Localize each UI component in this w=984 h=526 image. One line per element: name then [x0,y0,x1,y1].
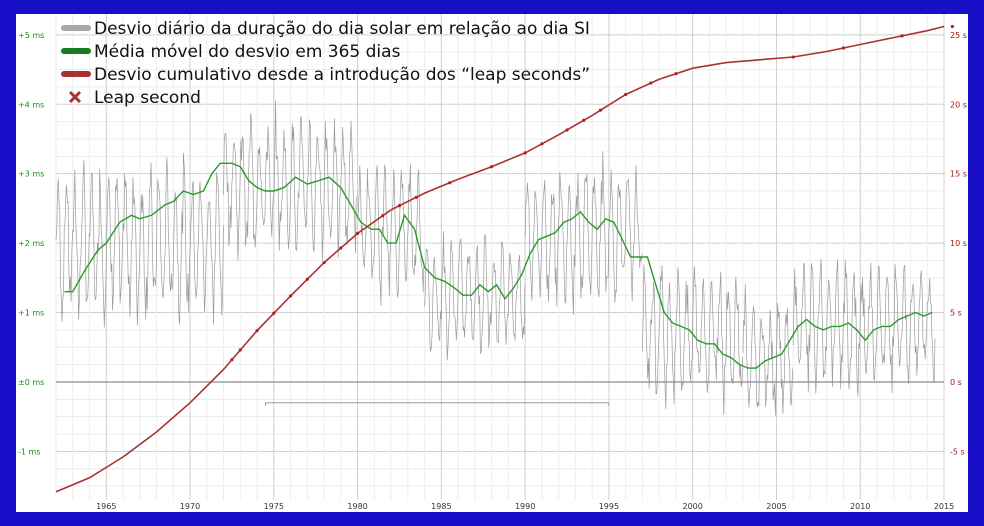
leap-second-marker [272,311,276,315]
leap-second-marker [582,118,586,122]
left-tick-label: +1 ms [18,309,44,318]
right-tick-label: 10 s [950,239,967,248]
leap-second-marker [490,165,494,169]
leap-second-marker [414,195,418,199]
leap-second-marker [381,214,385,218]
leap-second-marker [322,260,326,265]
leap-second-marker [397,204,402,208]
x-tick-label: 1965 [96,502,116,511]
leap-second-x-icon [68,90,82,104]
leap-second-marker [523,151,527,155]
daily-deviation-segment [642,264,744,415]
left-tick-label: +3 ms [18,170,44,179]
legend-label: Média móvel do desvio em 365 dias [94,42,401,62]
leap-second-marker [355,231,360,235]
cumulative-deviation-line [55,25,945,493]
x-tick-label: 1980 [347,502,367,511]
leap-second-markers [230,24,954,362]
chart-frame: +5 ms +4 ms +3 ms +2 ms +1 ms ±0 ms -1 ms 25 s… [6,6,978,520]
x-axis-ticks: 1965 1970 1975 1980 1985 1990 1995 2000 2005 2010… [96,502,954,511]
leap-second-marker [598,108,603,112]
legend: Desvio diário da duração do dia solar em… [61,19,590,108]
x-tick-label: 1995 [599,502,619,511]
right-tick-label: 0 s [950,378,962,387]
left-tick-label: +2 ms [18,239,44,248]
moving-average-line [64,162,933,369]
daily-deviation-segment [792,258,936,397]
leap-second-marker [230,358,234,362]
right-tick-label: -5 s [950,447,965,456]
leap-second-marker [339,246,343,250]
moving-average-series [64,162,933,369]
daily-deviation-segment [742,284,794,416]
x-tick-label: 2015 [934,502,954,511]
leap-second-marker [674,72,678,76]
left-tick-label: -1 ms [18,447,40,456]
x-tick-label: 2005 [766,502,786,511]
x-tick-label: 1970 [180,502,200,511]
leap-second-marker [448,181,452,185]
chart-area: +5 ms +4 ms +3 ms +2 ms +1 ms ±0 ms -1 ms 25 s… [16,14,968,512]
x-tick-label: 1990 [515,502,535,511]
daily-deviation-segment [524,151,643,315]
x-tick-label: 1985 [431,502,451,511]
daily-deviation-series [55,100,936,416]
x-tick-label: 2000 [682,502,702,511]
x-tick-label: 1975 [264,502,284,511]
daily-deviation-segment [223,100,358,261]
leap-second-marker [288,294,293,298]
daily-deviation-segment [424,231,526,361]
left-tick-label: +5 ms [18,31,44,40]
bracket [264,402,610,406]
bracket-line [264,402,610,406]
right-tick-label: 25 s [950,31,967,40]
leap-second-marker [841,46,846,50]
x-tick-label: 2010 [850,502,870,511]
grid [55,14,945,500]
leap-second-marker [540,142,544,146]
legend-label: Desvio diário da duração do dia solar em… [94,19,590,39]
legend-label: Leap second [94,88,201,108]
length-of-day-chart: +5 ms +4 ms +3 ms +2 ms +1 ms ±0 ms -1 ms 25 s… [18,14,967,511]
leap-second-marker [950,24,954,29]
left-axis-ticks: +5 ms +4 ms +3 ms +2 ms +1 ms ±0 ms -1 ms [18,31,44,457]
leap-second-marker [900,34,904,38]
right-tick-label: 15 s [950,170,967,179]
leap-second-marker [565,128,569,132]
left-tick-label: +4 ms [18,100,44,109]
daily-deviation-segment [55,152,224,328]
legend-label: Desvio cumulativo desde a introdução dos… [94,65,590,85]
daily-deviation-segment [357,163,425,306]
x-stroke [68,90,82,104]
right-tick-label: 20 s [950,100,967,109]
leap-second-marker [255,328,259,333]
leap-second-marker [624,92,628,97]
leap-second-marker [238,348,242,352]
left-tick-label: ±0 ms [18,378,44,387]
leap-second-marker [791,55,795,59]
right-axis-ticks: 25 s 20 s 15 s 10 s 5 s 0 s -5 s [950,31,967,457]
leap-second-marker [305,277,309,281]
right-tick-label: 5 s [950,309,962,318]
leap-second-marker [649,81,653,85]
cumulative-deviation-series [55,25,945,493]
